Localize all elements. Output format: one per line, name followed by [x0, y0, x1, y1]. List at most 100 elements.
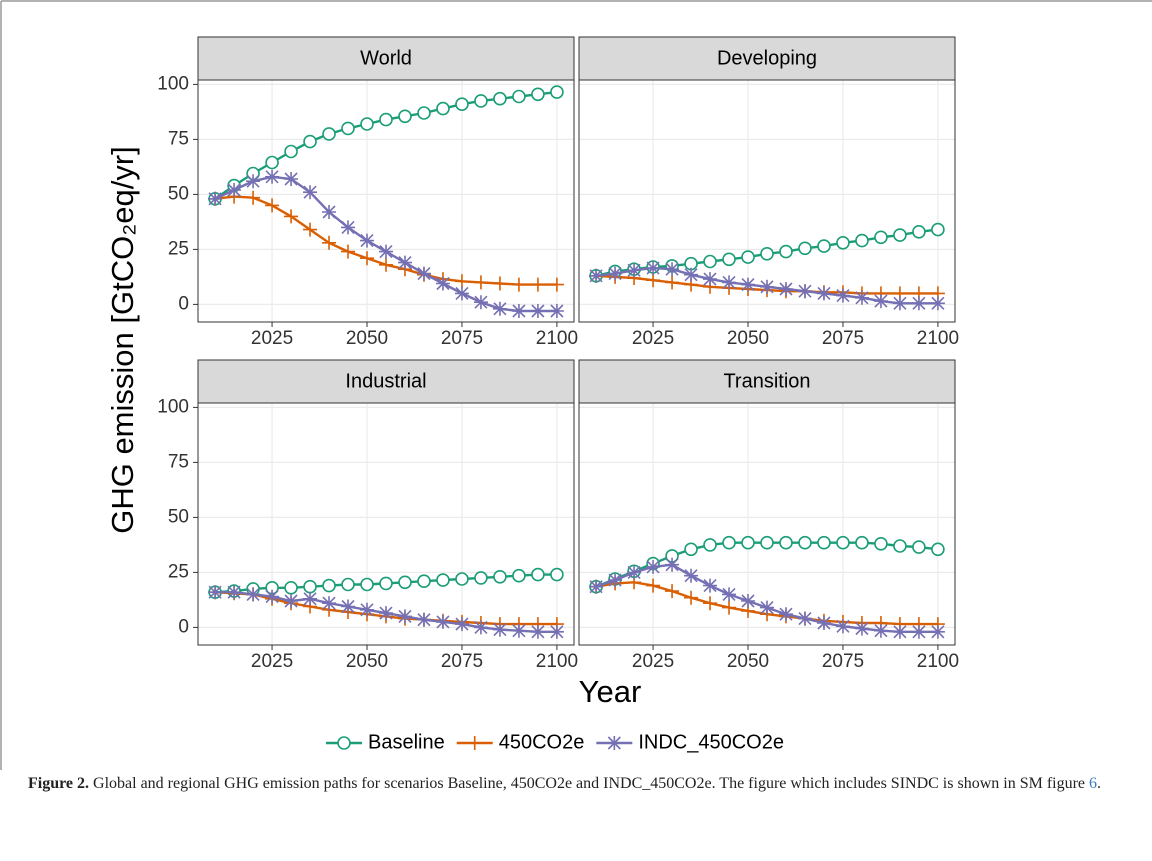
marker: [531, 567, 545, 582]
marker: [379, 576, 393, 591]
marker: [627, 263, 642, 278]
marker-glyph: [379, 257, 393, 272]
marker-glyph: [722, 275, 737, 290]
strip-title: Transition: [723, 370, 810, 392]
marker-glyph: [589, 268, 604, 283]
marker-circle: [303, 134, 317, 149]
marker: [417, 106, 431, 120]
figure: GHG emission [GtCO₂eq/yr] Year World 0 25 5…: [0, 0, 1152, 770]
marker-glyph: [454, 617, 469, 632]
marker-circle: [531, 87, 545, 102]
y-tick-label: 75: [168, 451, 189, 472]
x-tick-label: 2075: [822, 328, 864, 349]
marker-circle: [931, 222, 945, 237]
marker: [265, 198, 280, 213]
marker-glyph: [397, 255, 412, 270]
x-axis-label: Year: [579, 674, 642, 709]
marker-glyph: [703, 578, 718, 593]
marker: [322, 596, 337, 611]
marker: [322, 235, 337, 250]
marker-glyph: [854, 621, 869, 636]
marker: [435, 276, 450, 291]
y-tick-label: 100: [157, 396, 189, 417]
marker-circle: [341, 577, 355, 592]
marker: [322, 578, 336, 593]
marker-glyph: [341, 599, 356, 614]
marker-glyph: [303, 185, 318, 200]
marker: [703, 596, 718, 611]
marker: [703, 538, 717, 552]
marker: [873, 623, 888, 638]
marker: [874, 536, 888, 551]
marker-glyph: [530, 304, 545, 318]
marker-glyph: [454, 274, 469, 289]
x-tick-label: 2100: [536, 328, 578, 349]
marker: [511, 623, 526, 638]
x-tick-label: 2025: [632, 328, 674, 349]
strip-title: Industrial: [345, 370, 426, 392]
panel-border: [578, 79, 956, 323]
marker-glyph: [303, 222, 318, 237]
marker-glyph: [379, 606, 393, 621]
marker: [550, 567, 564, 582]
marker: [722, 587, 737, 602]
marker: [549, 277, 564, 292]
marker-glyph: [816, 616, 831, 630]
marker-circle: [874, 536, 888, 551]
marker: [417, 574, 431, 589]
marker: [912, 540, 926, 554]
marker-glyph: [467, 736, 482, 750]
marker: [303, 134, 317, 149]
marker-glyph: [665, 275, 680, 290]
marker-glyph: [835, 288, 850, 303]
marker: [760, 279, 774, 294]
marker-glyph: [265, 589, 280, 604]
marker-glyph: [684, 267, 699, 282]
marker-glyph: [589, 579, 604, 594]
marker-circle: [284, 580, 298, 595]
marker: [512, 89, 526, 104]
plot-area: [198, 403, 574, 645]
caption-end: .: [1097, 775, 1102, 792]
marker: [797, 284, 812, 299]
marker-glyph: [835, 619, 850, 634]
marker-glyph: [322, 205, 337, 219]
marker-glyph: [435, 276, 450, 291]
marker: [836, 535, 850, 550]
marker: [397, 609, 412, 624]
marker-glyph: [416, 612, 431, 627]
marker-glyph: [492, 301, 507, 316]
marker-glyph: [435, 614, 450, 629]
marker: [454, 617, 469, 632]
marker: [341, 220, 356, 235]
marker-circle: [284, 144, 298, 159]
marker: [360, 117, 374, 131]
x-tick-label: 2075: [441, 651, 483, 672]
marker-glyph: [416, 266, 431, 281]
marker: [722, 252, 736, 267]
marker-glyph: [511, 277, 526, 292]
marker-circle: [741, 535, 755, 550]
marker-circle: [322, 578, 336, 593]
marker: [892, 624, 907, 639]
marker-glyph: [873, 294, 888, 309]
marker: [798, 241, 812, 256]
marker-glyph: [246, 190, 261, 205]
marker-circle: [855, 233, 869, 248]
marker-circle: [265, 155, 279, 170]
marker: [817, 239, 831, 253]
caption-link[interactable]: 6: [1089, 775, 1098, 792]
marker-circle: [722, 252, 736, 267]
marker-glyph: [722, 587, 737, 602]
y-tick-label: 25: [168, 238, 189, 259]
marker: [549, 304, 564, 318]
marker: [227, 183, 242, 197]
marker-glyph: [511, 304, 526, 318]
marker-glyph: [627, 263, 642, 278]
marker-circle: [760, 247, 774, 261]
marker-glyph: [303, 591, 318, 606]
marker: [874, 230, 888, 245]
marker: [893, 228, 907, 242]
marker-glyph: [360, 233, 375, 248]
marker: [265, 155, 279, 170]
